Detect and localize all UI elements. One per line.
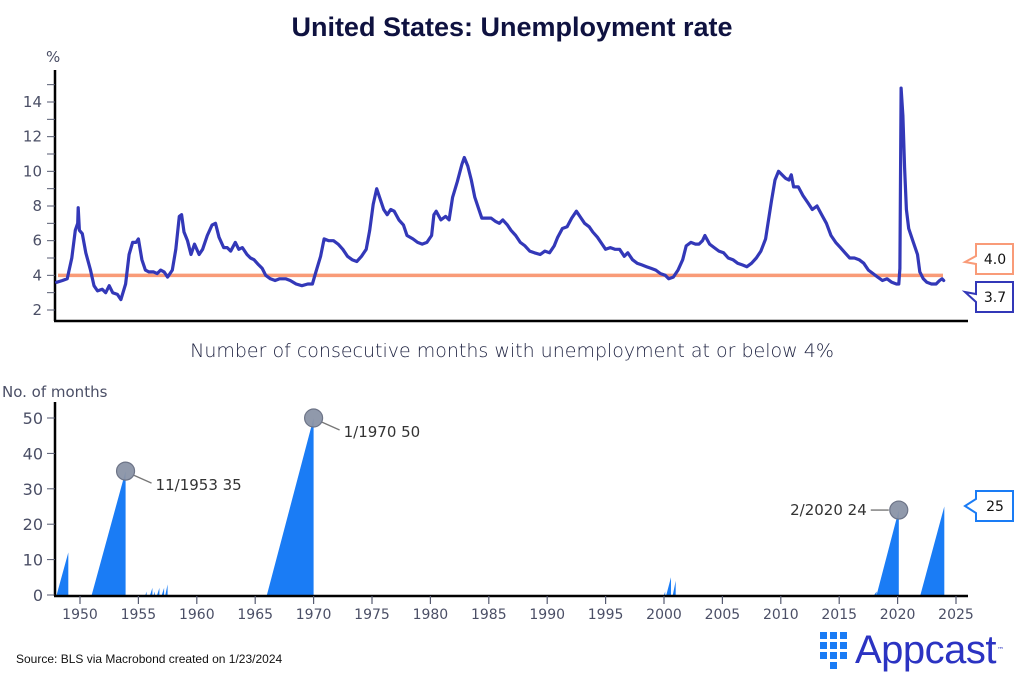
threshold-end-label: 4.0 bbox=[962, 243, 1014, 275]
bottom-y-tick-label: 10 bbox=[23, 551, 43, 570]
streak-area bbox=[920, 506, 945, 595]
top-y-tick-label: 2 bbox=[32, 301, 42, 319]
rate-end-label: 3.7 bbox=[961, 281, 1014, 313]
top-y-tick-label: 4 bbox=[32, 266, 42, 284]
bottom-y-tick-label: 50 bbox=[23, 409, 43, 428]
top-y-tick-label: 14 bbox=[23, 93, 42, 111]
peak-annotation: 2/2020 24 bbox=[790, 500, 909, 520]
bottom-x-tick-label: 1995 bbox=[588, 607, 624, 623]
bottom-y-tick-label: 30 bbox=[23, 480, 43, 499]
months-end-label: 25 bbox=[963, 490, 1014, 522]
bottom-x-tick-label: 1990 bbox=[529, 607, 565, 623]
bottom-y-tick-label: 0 bbox=[33, 586, 43, 605]
peak-annotation: 1/1970 50 bbox=[304, 408, 421, 441]
top-y-tick-label: 10 bbox=[23, 162, 42, 180]
annotation-leader bbox=[133, 474, 152, 484]
bottom-x-tick-label: 1985 bbox=[471, 607, 507, 623]
unemployment-rate-line bbox=[54, 86, 946, 302]
bottom-x-tick-label: 2005 bbox=[705, 607, 741, 623]
streak-area bbox=[161, 587, 165, 595]
appcast-logo-text: Appcast bbox=[855, 628, 997, 672]
top-y-tick-label: 8 bbox=[32, 197, 42, 215]
months-end-label-text: 25 bbox=[986, 499, 1004, 515]
source-note: Source: BLS via Macrobond created on 1/2… bbox=[16, 652, 283, 666]
rate-end-label-box bbox=[961, 281, 1014, 313]
threshold-end-label-text: 4.0 bbox=[984, 252, 1006, 268]
bottom-x-tick-label: 1970 bbox=[296, 607, 332, 623]
bottom-x-tick-label: 1980 bbox=[413, 607, 449, 623]
streak-area bbox=[666, 577, 671, 595]
months-end-label-box bbox=[963, 490, 1014, 522]
bottom-x-tick-label: 2025 bbox=[938, 607, 974, 623]
streak-area bbox=[876, 510, 899, 595]
bottom-y-tick-label: 20 bbox=[23, 515, 43, 534]
bottom-x-tick-label: 1955 bbox=[121, 607, 157, 623]
annotation-leader bbox=[321, 421, 340, 431]
bottom-x-tick-label: 2015 bbox=[821, 607, 857, 623]
bottom-x-tick-label: 1975 bbox=[354, 607, 390, 623]
peak-marker bbox=[304, 408, 324, 428]
threshold-end-label-box bbox=[962, 243, 1014, 275]
trademark-mark: ™ bbox=[997, 646, 1005, 654]
bottom-y-unit-label: No. of months bbox=[2, 383, 108, 401]
streak-area bbox=[874, 591, 877, 595]
annotation-label: 1/1970 50 bbox=[344, 423, 421, 441]
annotation-label: 11/1953 35 bbox=[156, 476, 242, 494]
streak-area bbox=[145, 591, 147, 595]
streak-area bbox=[150, 587, 153, 595]
streak-area bbox=[157, 587, 160, 595]
unemployment-line-chart: 2 4 6 8 10 12 14 4.0 3.7 bbox=[23, 70, 1014, 323]
bottom-x-tick-label: 1950 bbox=[62, 607, 98, 623]
top-y-tick-label: 6 bbox=[32, 232, 42, 250]
appcast-logo: Appcast ™ bbox=[820, 630, 1004, 670]
annotation-label: 2/2020 24 bbox=[790, 501, 867, 519]
bottom-x-tick-label: 1965 bbox=[237, 607, 273, 623]
bottom-y-tick-label: 40 bbox=[23, 444, 43, 463]
streak-area bbox=[91, 471, 126, 595]
top-y-unit-label: % bbox=[46, 48, 61, 66]
streak-area bbox=[56, 552, 69, 595]
bottom-x-tick-label: 2020 bbox=[880, 607, 916, 623]
streak-area bbox=[672, 580, 676, 595]
bottom-x-tick-label: 2000 bbox=[646, 607, 682, 623]
consecutive-months-area-chart: 0 10 20 30 40 50 1950 1955 1960 1965 1970 1975 1980 1… bbox=[23, 402, 1014, 623]
chart-title: United States: Unemployment rate bbox=[291, 12, 733, 42]
bottom-x-tick-label: 1960 bbox=[179, 607, 215, 623]
bottom-chart-title: Number of consecutive months with unempl… bbox=[190, 340, 834, 362]
streak-area bbox=[664, 591, 666, 595]
top-y-tick-label: 12 bbox=[23, 128, 42, 146]
streak-area bbox=[165, 584, 168, 595]
streak-area bbox=[153, 591, 155, 595]
bottom-x-tick-label: 2010 bbox=[763, 607, 799, 623]
appcast-logo-icon bbox=[820, 631, 847, 669]
streak-area bbox=[266, 418, 314, 595]
rate-end-label-text: 3.7 bbox=[984, 290, 1006, 306]
peak-marker bbox=[115, 461, 136, 481]
peak-annotation: 11/1953 35 bbox=[115, 461, 242, 494]
peak-marker bbox=[889, 500, 909, 520]
